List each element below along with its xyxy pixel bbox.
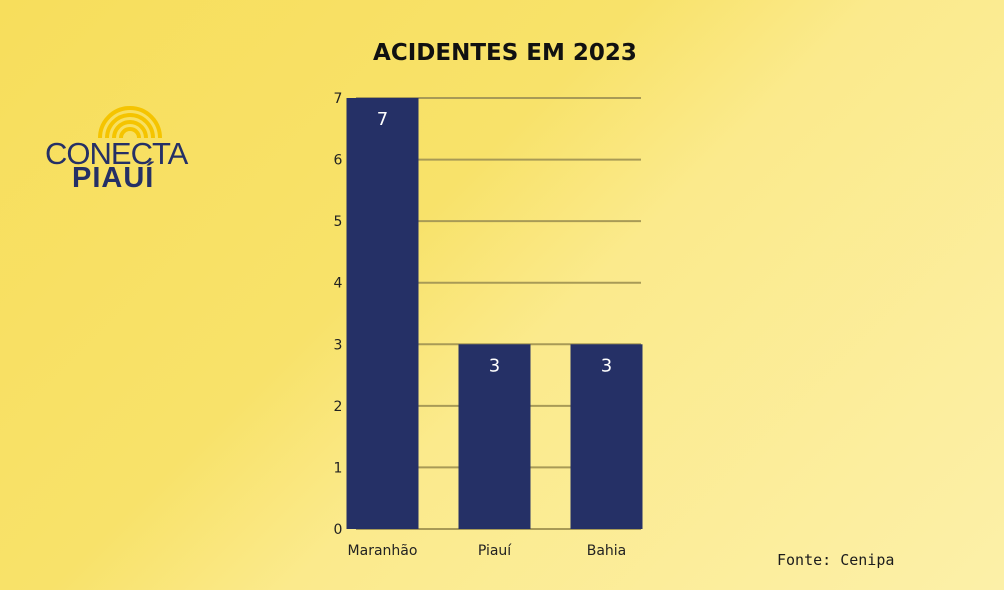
- y-tick-label: 3: [334, 337, 343, 353]
- x-category-label: Maranhão: [348, 543, 418, 559]
- labels: 0 1 2 3 4 5 6 7 7 Maranhão 3 Piauí 3 Bahia: [334, 91, 627, 559]
- chart-title: ACIDENTES EM 2023: [373, 40, 637, 66]
- y-tick-label: 6: [334, 153, 343, 169]
- bar: [458, 344, 531, 529]
- x-category-label: Piauí: [478, 543, 512, 559]
- bar: [570, 344, 643, 529]
- y-tick-label: 7: [334, 91, 343, 107]
- logo: CONECTA PIAUÍ: [40, 98, 200, 208]
- x-category-label: Bahia: [587, 543, 627, 559]
- y-tick-label: 4: [334, 276, 343, 292]
- source-note: Fonte: Cenipa: [777, 551, 895, 569]
- sun-rays-icon: [98, 106, 162, 138]
- bars: [346, 98, 643, 529]
- y-tick-label: 5: [334, 214, 343, 230]
- logo-text-top: CONECTA: [45, 136, 188, 171]
- bar: [346, 98, 419, 529]
- bar-value-label: 3: [601, 355, 612, 376]
- y-tick-label: 2: [334, 399, 343, 415]
- logo-text-bottom: PIAUÍ: [72, 162, 155, 194]
- y-tick-label: 0: [334, 522, 343, 538]
- bar-value-label: 3: [489, 355, 500, 376]
- y-tick-label: 1: [334, 460, 343, 476]
- bar-value-label: 7: [377, 109, 388, 130]
